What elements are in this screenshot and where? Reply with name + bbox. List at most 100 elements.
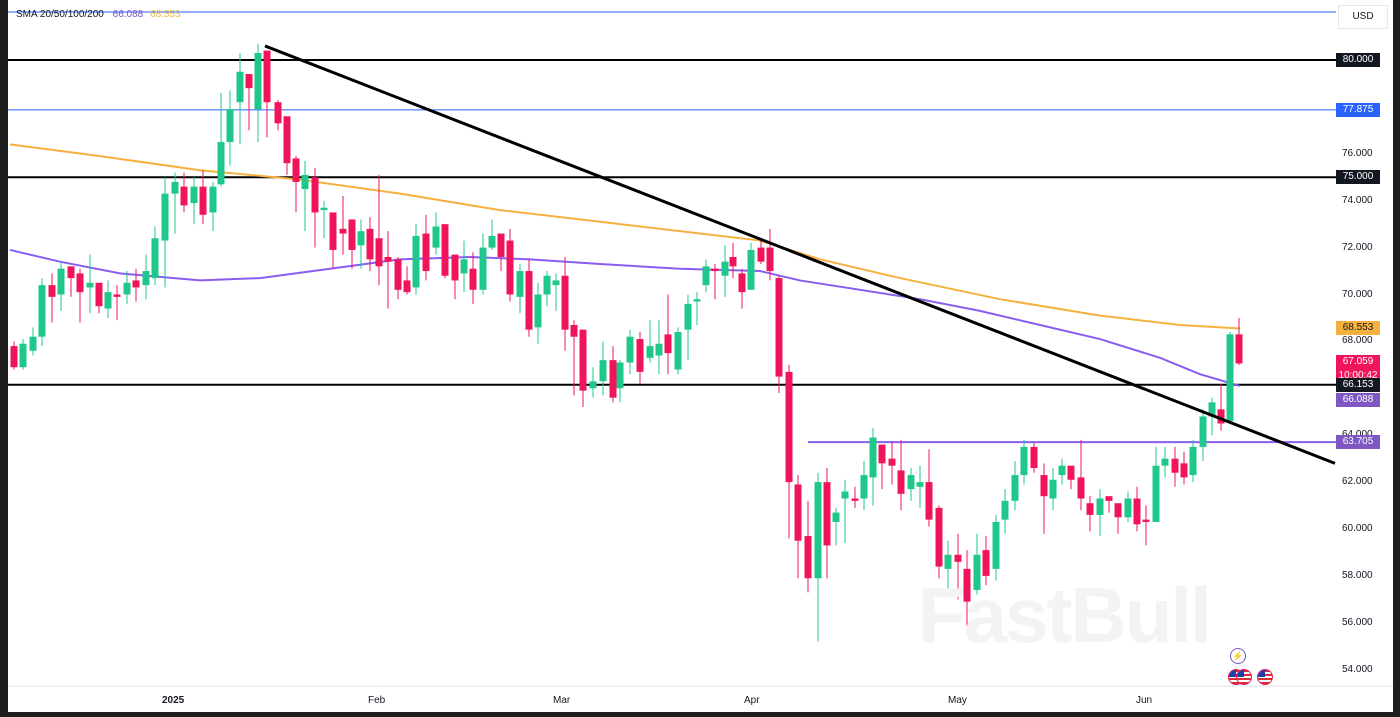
candle-body [1180, 463, 1188, 478]
candle-body [1161, 458, 1169, 466]
candle-body [254, 52, 262, 110]
candle-body [982, 550, 990, 576]
badge-value: 63.705 [1342, 436, 1374, 448]
candle-body [497, 233, 505, 257]
candle-body [76, 273, 84, 293]
watermark: FastBull [918, 571, 1212, 659]
candle-body [479, 247, 487, 290]
price-tick-label: 70.000 [1342, 288, 1373, 300]
descending-trendline [264, 44, 1336, 465]
candle-body [151, 238, 159, 279]
candle-body [488, 235, 496, 248]
badge-value: 68.553 [1342, 322, 1374, 334]
candle-body [1124, 498, 1132, 518]
candle-body [274, 102, 282, 124]
candle-body [804, 536, 812, 579]
candle-body [217, 142, 225, 185]
price-tick-label: 68.000 [1342, 335, 1373, 347]
candle-body [721, 261, 729, 276]
candle-body [209, 186, 217, 213]
currency-button[interactable]: USD [1338, 5, 1388, 29]
candle-body [161, 193, 169, 241]
candle-body [785, 371, 793, 483]
candle-body [775, 278, 783, 377]
candle-body [954, 554, 962, 562]
candle-body [646, 346, 654, 358]
candle-body [552, 280, 560, 286]
candle-body [113, 294, 121, 297]
us-flag-event-icon[interactable] [1236, 669, 1252, 685]
candle-body [516, 271, 524, 297]
candle-body [1105, 496, 1113, 501]
candle-body [348, 219, 356, 250]
candle-body [684, 303, 692, 330]
candle-body [432, 226, 440, 248]
candle-body [263, 50, 271, 103]
candle-body [1114, 503, 1122, 518]
candle-body [384, 256, 392, 262]
candle-body [236, 71, 244, 103]
badge-value: 67.059 [1342, 356, 1374, 368]
candle-body [747, 249, 755, 290]
candle-body [626, 336, 634, 363]
candle-body [283, 116, 291, 164]
candle-body [1226, 334, 1234, 422]
time-tick-label: Feb [368, 695, 386, 706]
candle-body [422, 233, 430, 272]
sma-purple-line [9, 248, 1241, 387]
us-flag-event-icon[interactable] [1257, 669, 1273, 685]
candle-body [301, 174, 309, 189]
candle-body [543, 275, 551, 295]
candle-body [888, 458, 896, 466]
price-badge: 66.088 [1336, 392, 1380, 407]
candle-body [729, 256, 737, 267]
candle-body [814, 482, 822, 579]
candle-body [935, 507, 943, 567]
chart-frame [8, 0, 1393, 712]
candle-body [469, 268, 477, 290]
candle-body [897, 470, 905, 494]
candle-body [1171, 458, 1179, 473]
candle-body [1142, 519, 1150, 522]
price-tick-label: 76.000 [1342, 147, 1373, 159]
badge-value: 66.153 [1342, 378, 1374, 390]
indicator-legend[interactable]: SMA 20/50/100/200 66.088 68.553 [16, 9, 181, 20]
candle-body [851, 498, 859, 501]
candle-body [534, 294, 542, 328]
candle-body [616, 362, 624, 389]
candle-body [1049, 479, 1057, 499]
candle-body [832, 512, 840, 522]
candle-body [199, 186, 207, 215]
candle-body [711, 268, 719, 272]
flash-event-icon[interactable]: ⚡ [1230, 648, 1246, 664]
candle-body [1077, 477, 1085, 499]
candle-body [1086, 503, 1094, 515]
price-tick-label: 74.000 [1342, 194, 1373, 206]
candle-body [1096, 498, 1104, 515]
candle-body [766, 247, 774, 272]
candle-body [104, 292, 112, 309]
time-tick-label: May [948, 695, 967, 706]
badge-value: 77.875 [1342, 103, 1374, 115]
candle-body [1235, 334, 1243, 364]
candle-body [375, 238, 383, 267]
candle-body [67, 266, 75, 279]
candle-body [506, 240, 514, 295]
candle-body [693, 299, 701, 302]
candle-body [460, 259, 468, 274]
candle-body [441, 224, 449, 276]
candle-body [329, 212, 337, 250]
candle-body [599, 360, 607, 382]
legend-label: SMA 20/50/100/200 [16, 9, 104, 20]
candle-body [1199, 416, 1207, 447]
candle-body [190, 186, 198, 204]
candle-body [19, 343, 27, 368]
legend-sma-purple-value: 66.088 [112, 9, 144, 20]
candle-body [132, 280, 140, 288]
candle-body [451, 254, 459, 281]
candle-body [869, 437, 877, 478]
candle-body [29, 336, 37, 351]
candle-body [674, 332, 682, 370]
candle-body [664, 334, 672, 354]
